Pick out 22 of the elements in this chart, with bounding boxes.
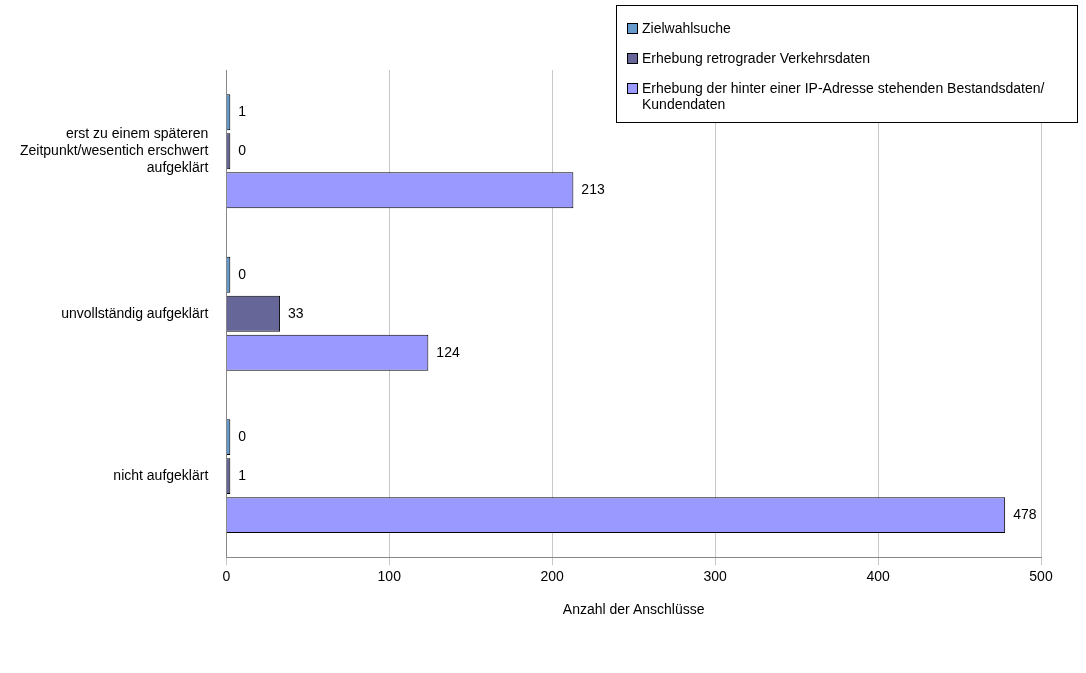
x-tick-label: 300 (703, 567, 728, 584)
data-label: 33 (288, 304, 304, 321)
legend-label: Erhebung der hinter einer IP-Adresse stehenden Bestandsdaten/ Kundendaten (642, 80, 1046, 112)
x-tick-label: 100 (377, 567, 402, 584)
data-label: 213 (581, 181, 605, 198)
legend-label: Zielwahlsuche (642, 20, 731, 36)
data-label: 1 (238, 103, 247, 120)
data-label: 0 (238, 428, 247, 445)
x-tick-label: 500 (1029, 567, 1053, 584)
x-axis-title: Anzahl der Anschlüsse (562, 601, 705, 618)
data-label: 0 (238, 142, 247, 159)
data-label: 1 (238, 467, 247, 484)
x-tick-label: 200 (540, 567, 565, 584)
legend-label: Erhebung retrograder Verkehrsdaten (642, 50, 871, 66)
x-tick-label: 0 (222, 567, 231, 584)
data-label: 124 (436, 343, 460, 360)
data-label: 0 (238, 265, 247, 282)
x-tick-label: 400 (866, 567, 890, 584)
y-tick-label: erst zu einem späteren Zeitpunkt/wesentich erschwert aufgeklärt (19, 125, 209, 175)
data-label: 478 (1013, 506, 1037, 523)
y-tick-label: nicht aufgeklärt (113, 467, 209, 484)
y-tick-label: unvollständig aufgeklärt (61, 304, 209, 321)
